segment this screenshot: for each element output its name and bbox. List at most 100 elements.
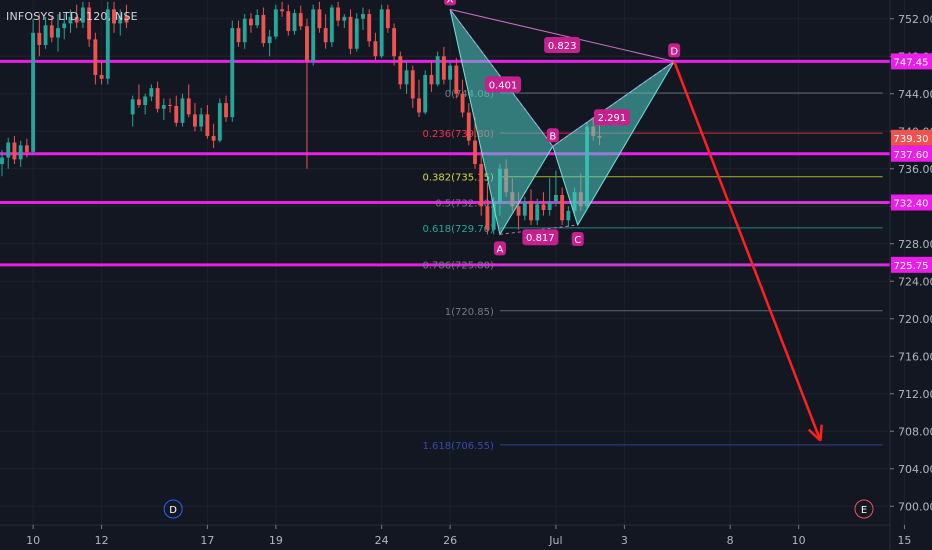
candle-body (429, 75, 434, 85)
candle-body (112, 9, 116, 24)
candle-body (168, 105, 172, 106)
candle-body (43, 25, 48, 45)
time-tick-label: 17 (200, 534, 214, 547)
candle-body (398, 56, 403, 85)
candle-body (529, 201, 533, 221)
candle-body (130, 99, 135, 115)
price-tag (891, 53, 932, 70)
pattern-bd-line (552, 60, 675, 147)
pattern-ratio-badge (593, 109, 630, 126)
candle-body (404, 70, 409, 85)
candle-body (0, 157, 4, 165)
candle-body (217, 103, 222, 141)
price-tick-label: 708.00 (898, 425, 932, 438)
candle-body (560, 195, 565, 221)
candle-body (261, 15, 266, 44)
pattern-point-badge (493, 241, 506, 256)
candle-body (354, 18, 359, 49)
price-tick-label: 728.00 (898, 238, 932, 251)
candle-body (305, 26, 309, 61)
price-tick-label: 744.00 (898, 88, 932, 101)
candle-body (242, 18, 247, 43)
candle-body (249, 18, 253, 26)
candle-body (466, 112, 471, 141)
candle-body (286, 11, 291, 31)
candle-body (516, 206, 521, 216)
candle-body (193, 114, 197, 127)
candle-body (161, 105, 166, 109)
candle-body (385, 9, 390, 29)
candle-body (205, 114, 210, 136)
price-axis[interactable]: 752.00748.00744.00740.00736.00732.00728.… (889, 0, 932, 550)
pattern-ratio-badge (544, 37, 581, 53)
candle-body (74, 16, 79, 23)
price-tick-label: 700.00 (898, 500, 932, 513)
pattern-xd-line (449, 8, 675, 62)
candle-body (136, 99, 141, 105)
candle-body (298, 13, 303, 27)
candle-body (143, 96, 148, 105)
candle-body (56, 28, 60, 38)
time-marker-label: E (861, 505, 867, 516)
time-marker-circle (163, 499, 183, 519)
candle-body (273, 9, 278, 37)
forecast-arrow-head (819, 424, 823, 441)
candle-body (174, 105, 179, 123)
candle-body (12, 142, 17, 160)
forecast-arrow-head (807, 428, 822, 442)
candle-body (236, 28, 241, 43)
candle-body (342, 16, 347, 21)
candle-body (441, 56, 446, 80)
pattern-ac-line (499, 224, 578, 235)
time-axis[interactable]: 10 12 17 19 24 26 Jul 3 8 10 15 (0, 524, 911, 547)
fib-level-label: 0.5(732.40) (435, 199, 494, 210)
pattern-ratio-badge (522, 229, 559, 246)
candle-body (93, 39, 98, 75)
fib-level-label: 0.382(735.15) (422, 173, 494, 184)
time-tick-label: 19 (269, 534, 283, 547)
candle-body (541, 204, 546, 210)
pattern-ratio-label: 2.291 (598, 113, 627, 124)
candle-body (99, 75, 104, 79)
candle-body (49, 25, 54, 38)
candle-body (317, 9, 322, 29)
price-tick-label: 720.00 (898, 313, 932, 326)
price-tag-label: 747.45 (894, 57, 929, 68)
candle-body (211, 135, 216, 141)
candle-body (547, 201, 552, 210)
fib-level-label: 1.618(706.55) (422, 441, 494, 452)
time-marker-circle (854, 499, 874, 519)
pattern-point-badge (571, 232, 584, 246)
candle-body (118, 15, 123, 24)
candle-body (329, 7, 334, 43)
candle-body (553, 195, 558, 202)
price-tick-label: 736.00 (898, 163, 932, 176)
forecast-arrow[interactable] (673, 60, 823, 442)
candle-body (311, 9, 316, 61)
fib-level-label: 0.236(739.80) (422, 129, 494, 140)
candle-body (479, 164, 484, 207)
fib-level-label: 0.786(725.80) (422, 260, 494, 271)
candle-body (361, 14, 365, 19)
candle-body (87, 7, 92, 40)
candle-body (367, 14, 372, 42)
candle-body (280, 9, 284, 12)
pattern-ratio-label: 0.401 (489, 80, 518, 91)
candle-body (31, 32, 36, 152)
pattern-ratio-label: 0.823 (548, 41, 577, 52)
chart-title: INFOSYS LTD, 120, NSE (6, 10, 138, 23)
candle-body (323, 28, 328, 43)
candle-body (180, 98, 185, 123)
pattern-point-label: C (574, 235, 581, 246)
time-tick-label: 24 (375, 534, 389, 547)
candle-body (566, 210, 571, 221)
pattern-point-badge (444, 0, 457, 6)
pattern-ratio-label: 0.817 (526, 233, 555, 244)
fib-level-label: 0.618(729.70) (422, 224, 494, 235)
candle-body (124, 15, 129, 23)
candle-body (149, 88, 154, 97)
time-tick-label: Jul (548, 534, 562, 547)
candle-body (292, 13, 297, 31)
harmonic-pattern[interactable]: X A B C D 0.401 0.817 2.291 0.823 (444, 0, 681, 256)
